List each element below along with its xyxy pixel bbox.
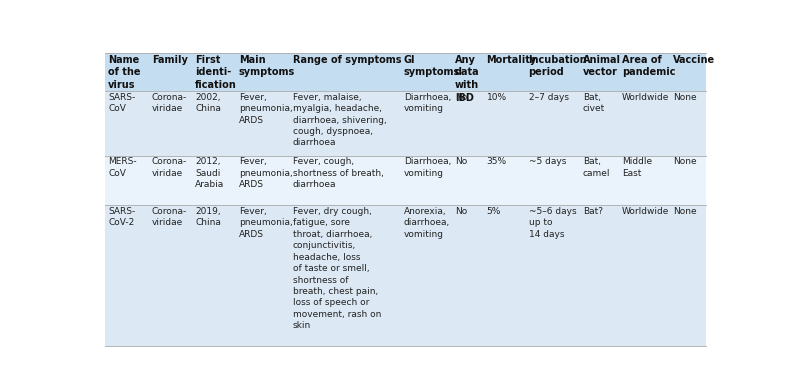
Text: 35%: 35% [486,157,507,166]
Text: MERS-
CoV: MERS- CoV [108,157,137,178]
Text: Area of
pandemic: Area of pandemic [622,54,676,77]
Bar [105,53,706,91]
Text: Fever, dry cough,
fatigue, sore
throat, diarrhoea,
conjunctivitis,
headache, los: Fever, dry cough, fatigue, sore throat, … [293,207,381,330]
Text: ~5–6 days
up to
14 days: ~5–6 days up to 14 days [528,207,576,239]
Text: No: No [455,207,467,216]
Text: Corona-
viridae: Corona- viridae [152,157,187,178]
Text: Family: Family [152,54,187,65]
Text: Fever, cough,
shortness of breath,
diarrhoea: Fever, cough, shortness of breath, diarr… [293,157,384,189]
Text: Fever,
pneumonia,
ARDS: Fever, pneumonia, ARDS [239,207,293,239]
Text: 2019,
China: 2019, China [195,207,221,227]
Text: Fever,
pneumonia,
ARDS: Fever, pneumonia, ARDS [239,93,293,125]
Text: Fever, malaise,
myalgia, headache,
diarrhoea, shivering,
cough, dyspnoea,
diarrh: Fever, malaise, myalgia, headache, diarr… [293,93,387,147]
Text: 2012,
Saudi
Arabia: 2012, Saudi Arabia [195,157,225,189]
Text: Bat?: Bat? [583,207,603,216]
Text: Corona-
viridae: Corona- viridae [152,93,187,113]
Text: Range of symptoms: Range of symptoms [293,54,401,65]
Text: None: None [673,207,696,216]
Text: Anorexia,
diarrhoea,
vomiting: Anorexia, diarrhoea, vomiting [404,207,450,239]
Bar [105,156,706,205]
Text: Corona-
viridae: Corona- viridae [152,207,187,227]
Text: Worldwide: Worldwide [622,93,669,102]
Text: First
identi-
fication: First identi- fication [195,54,237,90]
Text: ~5 days: ~5 days [528,157,566,166]
Text: Incubation
period: Incubation period [528,54,587,77]
Text: Mortality: Mortality [486,54,537,65]
Text: 5%: 5% [486,207,501,216]
Text: Middle
East: Middle East [622,157,652,178]
Text: None: None [673,157,696,166]
Text: GI
symptoms: GI symptoms [404,54,460,77]
Text: No: No [455,93,467,102]
Text: Any
data
with
IBD: Any data with IBD [455,54,479,103]
Text: Main
symptoms: Main symptoms [239,54,295,77]
Text: None: None [673,93,696,102]
Text: Diarrhoea,
vomiting: Diarrhoea, vomiting [404,93,452,113]
Text: No: No [455,157,467,166]
Text: Animal
vector: Animal vector [583,54,621,77]
Text: Bat,
civet: Bat, civet [583,93,605,113]
Text: SARS-
CoV-2: SARS- CoV-2 [108,207,135,227]
Bar [105,91,706,156]
Bar [105,205,706,346]
Text: Fever,
pneumonia,
ARDS: Fever, pneumonia, ARDS [239,157,293,189]
Text: Diarrhoea,
vomiting: Diarrhoea, vomiting [404,157,452,178]
Text: Worldwide: Worldwide [622,207,669,216]
Text: 10%: 10% [486,93,507,102]
Text: SARS-
CoV: SARS- CoV [108,93,135,113]
Text: 2–7 days: 2–7 days [528,93,569,102]
Text: Name
of the
virus: Name of the virus [108,54,141,90]
Text: Bat,
camel: Bat, camel [583,157,610,178]
Text: 2002,
China: 2002, China [195,93,221,113]
Text: Vaccine: Vaccine [673,54,715,65]
